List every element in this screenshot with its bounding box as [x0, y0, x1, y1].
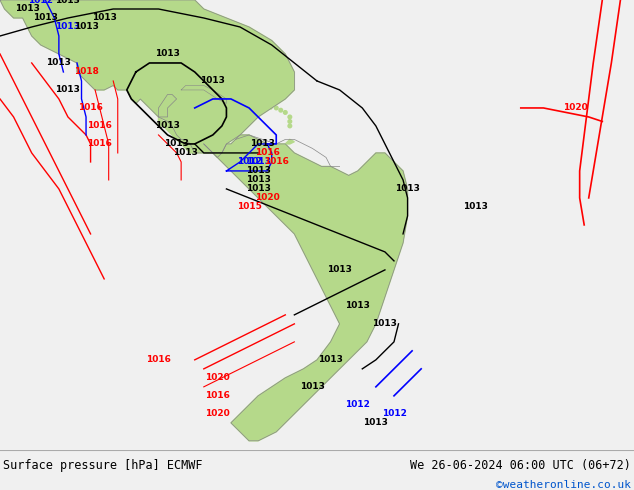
Text: 1013: 1013 [395, 184, 420, 194]
Text: 1020: 1020 [563, 103, 588, 113]
Text: 1013: 1013 [327, 266, 352, 274]
Text: 1016: 1016 [205, 392, 230, 400]
Text: 1013: 1013 [46, 58, 71, 68]
Text: 1013: 1013 [246, 157, 271, 167]
Polygon shape [204, 135, 408, 441]
Text: 1013: 1013 [373, 319, 398, 328]
Text: 1012: 1012 [236, 157, 261, 167]
Text: 1013: 1013 [155, 122, 180, 130]
Polygon shape [0, 0, 294, 157]
Circle shape [275, 106, 278, 110]
Text: 1013: 1013 [92, 14, 117, 23]
Text: 1013: 1013 [164, 140, 189, 148]
Circle shape [288, 120, 292, 123]
Text: 1013: 1013 [246, 167, 271, 175]
Text: 1012: 1012 [382, 409, 406, 418]
Text: ©weatheronline.co.uk: ©weatheronline.co.uk [496, 480, 631, 490]
Text: 1020: 1020 [205, 373, 230, 382]
Circle shape [279, 108, 283, 112]
Text: 1015: 1015 [236, 202, 261, 211]
Text: 1013: 1013 [74, 23, 98, 31]
Text: 1016: 1016 [87, 122, 112, 130]
Text: 1018: 1018 [74, 68, 98, 76]
Text: 1013: 1013 [200, 76, 225, 85]
Text: 1013: 1013 [56, 23, 81, 31]
Circle shape [288, 115, 292, 119]
Polygon shape [158, 117, 213, 153]
Text: 1013: 1013 [250, 140, 275, 148]
Polygon shape [262, 106, 272, 109]
Text: 1020: 1020 [205, 409, 230, 418]
Text: 1013: 1013 [56, 85, 81, 95]
Polygon shape [240, 103, 258, 113]
Text: 1013: 1013 [346, 301, 370, 310]
Text: 1016: 1016 [264, 157, 288, 167]
Polygon shape [181, 85, 226, 103]
Text: 1013: 1013 [318, 355, 343, 365]
Text: 1016: 1016 [146, 355, 171, 365]
Text: Surface pressure [hPa] ECMWF: Surface pressure [hPa] ECMWF [3, 459, 203, 471]
Text: 1012: 1012 [29, 0, 53, 4]
Text: 1013: 1013 [246, 184, 271, 194]
Text: 1013: 1013 [173, 148, 198, 157]
Text: 1012: 1012 [346, 400, 370, 409]
Text: 1016: 1016 [87, 140, 112, 148]
Text: We 26-06-2024 06:00 UTC (06+72): We 26-06-2024 06:00 UTC (06+72) [410, 459, 631, 471]
Text: 1013: 1013 [363, 418, 388, 427]
Circle shape [288, 124, 292, 128]
Polygon shape [158, 95, 177, 117]
Text: 1013: 1013 [155, 49, 180, 58]
Circle shape [283, 111, 287, 114]
Text: 1013: 1013 [463, 202, 488, 211]
Text: 1013: 1013 [15, 4, 39, 14]
Text: 1013: 1013 [33, 14, 58, 23]
Text: 1020: 1020 [255, 194, 280, 202]
Text: 1013: 1013 [300, 382, 325, 392]
Text: 1016: 1016 [255, 148, 280, 157]
Text: 1013: 1013 [56, 0, 81, 4]
Text: 1013: 1013 [246, 175, 271, 184]
Polygon shape [285, 140, 294, 144]
Text: 1016: 1016 [78, 103, 103, 113]
